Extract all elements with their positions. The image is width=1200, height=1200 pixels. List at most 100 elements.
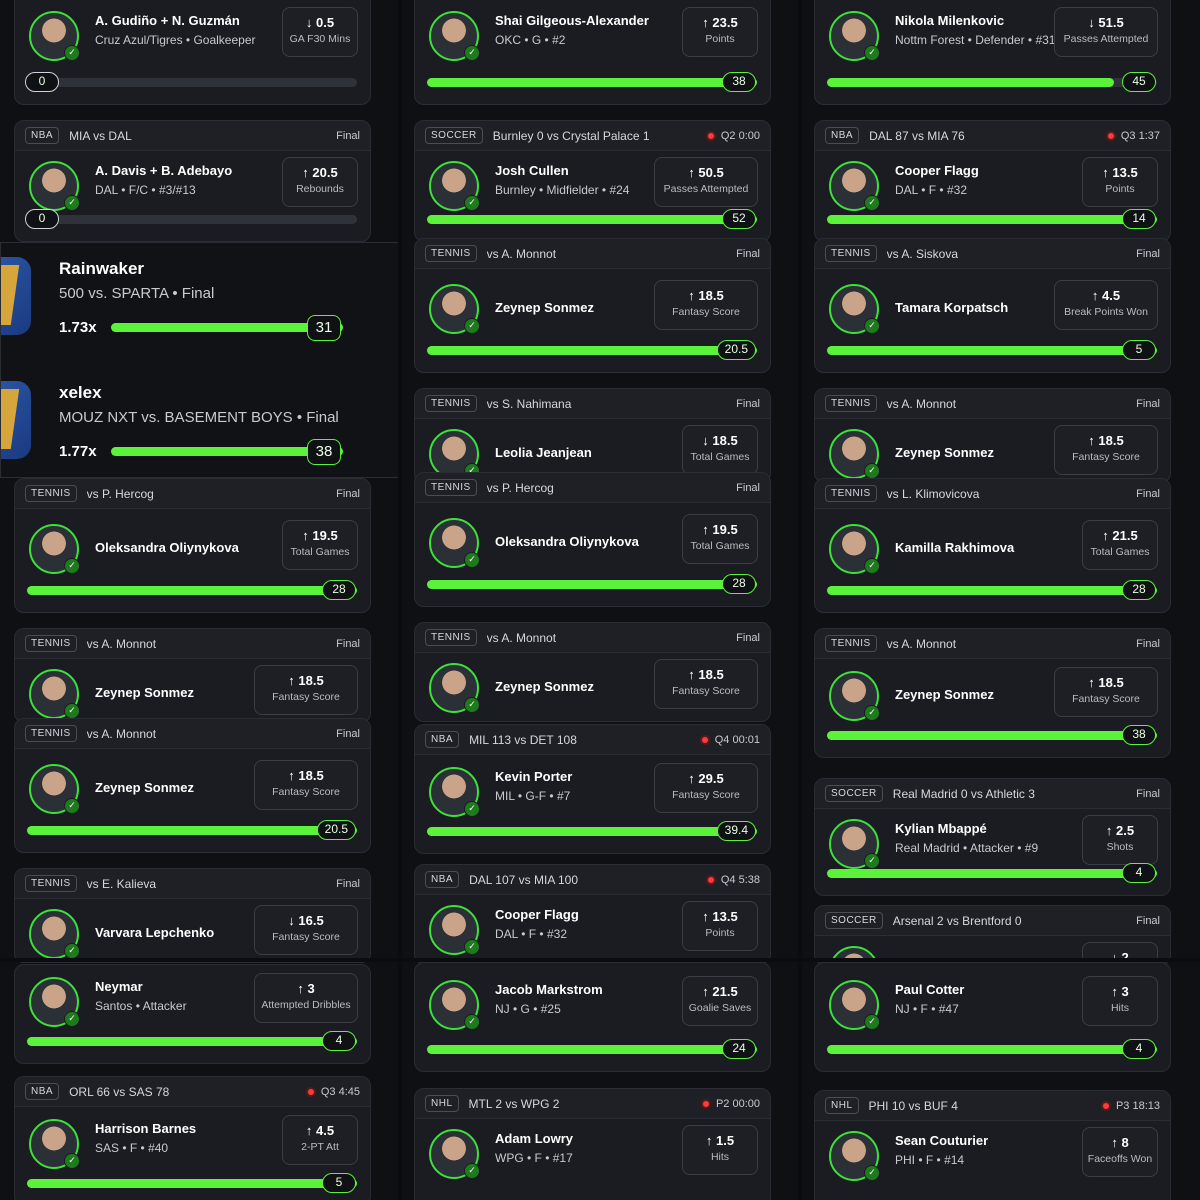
stat-type: Fantasy Score <box>672 305 740 318</box>
pick-card[interactable]: TENNIS vs A. Monnot Final Zeynep Sonmez ↑ 18… <box>814 628 1171 758</box>
pick-card[interactable]: NHL MTL 2 vs WPG 2 P2 00:00 Adam Lowry WPG •… <box>414 1088 771 1200</box>
arrow-up-icon: ↑ <box>1102 165 1109 180</box>
pick-card[interactable]: SOCCER Burnley 0 vs Crystal Palace 1 Q2 0:… <box>414 120 771 242</box>
progress-bar <box>427 346 757 355</box>
projection-box[interactable]: ↑ 18.5 Fantasy Score <box>254 759 358 810</box>
pick-card[interactable]: SOCCER Real Madrid 0 vs Athletic 3 Final Ky… <box>814 778 1171 896</box>
matchup-label: vs P. Hercog <box>86 486 154 501</box>
projection-box[interactable]: ↑ 18.5 Fantasy Score <box>254 665 358 715</box>
game-status: Final <box>336 638 360 650</box>
pick-card[interactable]: NBA DAL 107 vs MIA 100 Q4 5:38 Cooper Flagg… <box>414 864 771 964</box>
stat-type: Rebounds <box>296 183 344 195</box>
projection-line: ↑ 18.5 <box>655 288 757 303</box>
pick-card[interactable]: TENNIS vs A. Monnot Final Zeynep Sonmez ↑ 18… <box>414 238 771 373</box>
pick-card[interactable]: NBA MIL 113 vs DET 108 Q4 00:01 Kevin Porte… <box>414 724 771 854</box>
game-status-text: Final <box>336 129 360 142</box>
pick-card[interactable]: Nikola Milenkovic Nottm Forest • Defender… <box>814 0 1171 105</box>
stat-type: Fantasy Score <box>272 785 340 798</box>
projection-box[interactable]: ↓ 51.5 Passes Attempted <box>1054 6 1158 57</box>
card-header: TENNIS vs A. Monnot Final <box>815 389 1170 419</box>
projection-box[interactable]: ↑ 13.5 Points <box>1082 157 1158 207</box>
matchup-label: DAL 87 vs MIA 76 <box>869 128 965 143</box>
projection-box[interactable]: ↑ 13.5 Points <box>682 901 758 951</box>
pick-card[interactable]: Jacob Markstrom NJ • G • #25 ↑ 21.5 Goalie … <box>414 962 771 1072</box>
stat-type: Fantasy Score <box>1072 451 1140 463</box>
player-name: Varvara Lepchenko <box>95 925 215 940</box>
projection-box[interactable]: ↑ 21.5 Total Games <box>1082 519 1158 570</box>
line-value: 3 <box>307 981 315 996</box>
pick-card[interactable]: Neymar Santos • Attacker ↑ 3 Attempted Drib… <box>14 964 371 1064</box>
projection-box[interactable]: ↑ 50.5 Passes Attempted <box>654 157 758 207</box>
matchup-label: vs A. Monnot <box>886 636 957 651</box>
pick-card[interactable]: TENNIS vs A. Siskova Final Tamara Korpatsch… <box>814 238 1171 373</box>
player-avatar <box>429 1129 480 1179</box>
pick-card[interactable]: TENNIS vs L. Klimovicova Final Kamilla Rakh… <box>814 478 1171 613</box>
player-avatar <box>429 767 480 817</box>
projection-box[interactable]: ↓ 16.5 Fantasy Score <box>254 905 358 955</box>
projection-box[interactable]: ↑ 3 Hits <box>1082 976 1158 1026</box>
projection-line: ↑ 13.5 <box>683 909 757 924</box>
progress-fill <box>827 215 1157 224</box>
projection-box[interactable]: ↑ 4.5 Break Points Won <box>1054 279 1158 330</box>
projection-box[interactable]: ↑ 20.5 Rebounds <box>282 157 358 207</box>
projection-box[interactable]: ↑ 1.5 Hits <box>682 1125 758 1175</box>
player-meta: Santos • Attacker <box>95 999 187 1013</box>
projection-box[interactable]: ↓ 0.5 GA F30 Mins <box>282 6 358 57</box>
projection-box[interactable]: ↑ 18.5 Fantasy Score <box>1054 667 1158 717</box>
projection-box[interactable]: ↑ 18.5 Fantasy Score <box>654 279 758 330</box>
projection-line: ↓ 51.5 <box>1055 15 1157 30</box>
player-name: Kevin Porter <box>495 769 573 784</box>
game-status-text: Q3 1:37 <box>1120 129 1160 142</box>
projection-box[interactable]: ↑ 23.5 Points <box>682 6 758 57</box>
progress-fill <box>111 447 343 456</box>
pick-card[interactable]: Paul Cotter NJ • F • #47 ↑ 3 Hits 4 <box>814 962 1171 1072</box>
projection-box[interactable]: ↓ 18.5 Total Games <box>682 425 758 475</box>
projection-box[interactable]: ↑ 21.5 Goalie Saves <box>682 976 758 1026</box>
result-value: 52 <box>722 209 756 229</box>
pick-card[interactable]: TENNIS vs A. Monnot Final Zeynep Sonmez ↑ 18… <box>14 718 371 853</box>
projection-box[interactable]: ↑ 19.5 Total Games <box>682 513 758 564</box>
result-value: 38 <box>307 439 341 465</box>
arrow-up-icon: ↑ <box>702 14 709 30</box>
pick-card[interactable]: A. Gudiño + N. Guzmán Cruz Azul/Tigres • … <box>14 0 371 105</box>
game-status: Final <box>1136 638 1160 650</box>
jersey-icon <box>1 381 31 459</box>
projection-box[interactable]: ↑ 29.5 Fantasy Score <box>654 763 758 813</box>
player-avatar <box>829 161 880 211</box>
projection-box[interactable]: ↑ 18.5 Fantasy Score <box>654 659 758 709</box>
arrow-up-icon: ↑ <box>1105 823 1113 838</box>
projection-box[interactable]: ↑ 4.5 2-PT Att <box>282 1115 358 1165</box>
pick-card[interactable]: TENNIS vs A. Monnot Final Zeynep Sonmez ↑ 18… <box>814 388 1171 483</box>
progress-fill <box>827 869 1157 878</box>
arrow-up-icon: ↑ <box>688 667 695 682</box>
pick-card[interactable]: TENNIS vs A. Monnot Final Zeynep Sonmez ↑ 18… <box>14 628 371 723</box>
pick-card[interactable]: NBA DAL 87 vs MIA 76 Q3 1:37 Cooper Flagg DA… <box>814 120 1171 242</box>
arrow-up-icon: ↑ <box>1111 984 1118 999</box>
pick-card[interactable]: TENNIS vs P. Hercog Final Oleksandra Oliyny… <box>414 472 771 607</box>
progress-fill <box>27 826 357 835</box>
pick-card[interactable]: TENNIS vs S. Nahimana Final Leolia Jeanjean… <box>414 388 771 483</box>
player-meta: Burnley • Midfielder • #24 <box>495 183 630 197</box>
projection-box[interactable]: ↑ 3 Attempted Dribbles <box>254 973 358 1023</box>
pick-card[interactable]: NBA ORL 66 vs SAS 78 Q3 4:45 Harrison Barne… <box>14 1076 371 1200</box>
matchup-label: vs E. Kalieva <box>86 876 157 891</box>
projection-box[interactable]: ↑ 8 Faceoffs Won <box>1082 1127 1158 1177</box>
progress-bar <box>111 323 343 332</box>
pick-card[interactable]: TENNIS vs A. Monnot Final Zeynep Sonmez ↑ 18… <box>414 622 771 722</box>
pick-card[interactable]: NBA MIA vs DAL Final A. Davis + B. Adebayo D… <box>14 120 371 242</box>
arrow-up-icon: ↑ <box>702 984 709 999</box>
sport-badge: NBA <box>25 127 60 144</box>
progress-fill <box>827 731 1157 740</box>
pick-card[interactable]: NHL PHI 10 vs BUF 4 P3 18:13 Sean Couturier… <box>814 1090 1171 1200</box>
projection-box[interactable]: ↑ 2.5 Shots <box>1082 815 1158 865</box>
pick-card[interactable]: Shai Gilgeous-Alexander OKC • G • #2 ↑ 23.… <box>414 0 771 105</box>
pick-card[interactable]: TENNIS vs P. Hercog Final Oleksandra Oliyny… <box>14 478 371 613</box>
pick-card[interactable]: TENNIS vs E. Kalieva Final Varvara Lepchenk… <box>14 868 371 963</box>
game-status-text: Final <box>736 397 760 410</box>
game-status: Final <box>1136 248 1160 260</box>
card-header: NBA MIA vs DAL Final <box>15 121 370 151</box>
projection-box[interactable]: ↑ 19.5 Total Games <box>282 519 358 570</box>
projection-box[interactable]: ↑ 18.5 Fantasy Score <box>1054 425 1158 475</box>
sport-badge: TENNIS <box>425 395 477 412</box>
